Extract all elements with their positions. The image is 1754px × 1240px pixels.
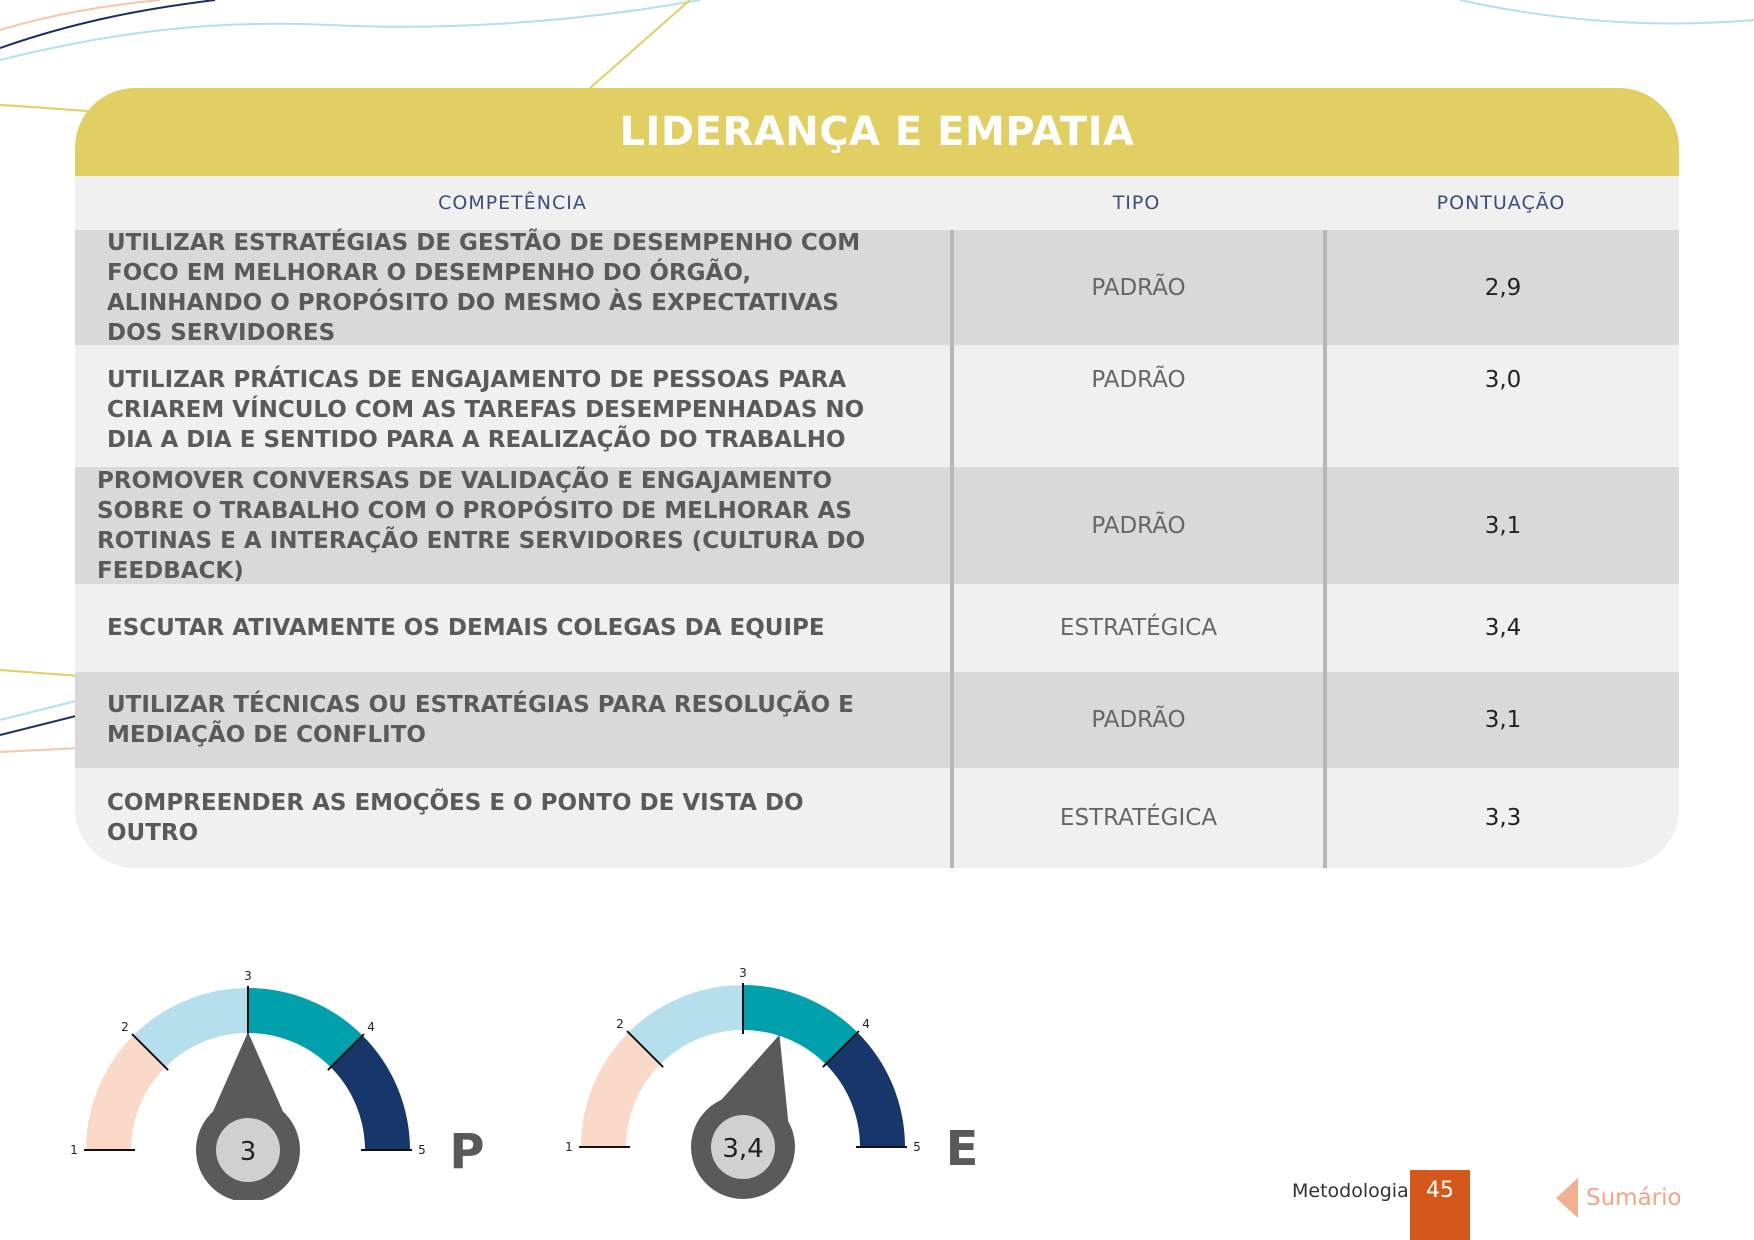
gauge-tick-label: 1: [70, 1143, 78, 1157]
gauge-tick-label: 2: [616, 1017, 624, 1031]
table-row: UTILIZAR PRÁTICAS DE ENGAJAMENTO DE PESS…: [75, 345, 1679, 467]
table-row: PROMOVER CONVERSAS DE VALIDAÇÃO E ENGAJA…: [75, 467, 1679, 584]
pontuacao-cell: 3,1: [1323, 467, 1679, 584]
competency-table-card: LIDERANÇA E EMPATIA COMPETÊNCIA TIPO PON…: [75, 88, 1679, 868]
header-pontuacao: PONTUAÇÃO: [1436, 192, 1566, 214]
gauge-tick-label: 5: [418, 1143, 426, 1157]
gauge-value-disc: [711, 1115, 775, 1179]
sumario-label: Sumário: [1586, 1185, 1682, 1211]
gauge-tick-label: 2: [121, 1020, 129, 1034]
gauge-tick: [822, 1030, 860, 1068]
tipo-cell: PADRÃO: [950, 467, 1323, 584]
competencia-cell: UTILIZAR ESTRATÉGIAS DE GESTÃO DE DESEMP…: [107, 229, 861, 346]
table-row: UTILIZAR TÉCNICAS OU ESTRATÉGIAS PARA RE…: [75, 672, 1679, 768]
competencia-cell: UTILIZAR PRÁTICAS DE ENGAJAMENTO DE PESS…: [107, 367, 865, 453]
gauge-tick-label: 5: [913, 1140, 921, 1154]
competencia-cell: ESCUTAR ATIVAMENTE OS DEMAIS COLEGAS DA …: [107, 615, 825, 641]
tipo-cell: PADRÃO: [950, 230, 1323, 345]
footer-section: Metodologia: [1292, 1180, 1409, 1202]
gauge-tick-label: 3: [244, 969, 252, 983]
gauge-segment: [628, 985, 743, 1065]
gauge-segment: [330, 1035, 410, 1150]
sumario-link[interactable]: Sumário: [1556, 1178, 1682, 1218]
table-row: UTILIZAR ESTRATÉGIAS DE GESTÃO DE DESEMP…: [75, 229, 1679, 346]
table-header-row: COMPETÊNCIA TIPO PONTUAÇÃO: [75, 176, 1679, 230]
competencia-cell: PROMOVER CONVERSAS DE VALIDAÇÃO E ENGAJA…: [97, 467, 866, 584]
table-title: LIDERANÇA E EMPATIA: [75, 88, 1679, 176]
gauge-type-letter: P: [449, 1124, 484, 1180]
gauge-segment: [248, 988, 363, 1068]
gauge-tick-label: 1: [565, 1140, 573, 1154]
table-row: ESCUTAR ATIVAMENTE OS DEMAIS COLEGAS DA …: [75, 584, 1679, 672]
gauge-tick-label: 4: [367, 1020, 375, 1034]
gauge-value: 3: [240, 1137, 257, 1167]
pontuacao-cell: 3,0: [1323, 345, 1679, 467]
gauge-charts: 1 2 3 4 5 3 P 1 2 3 4 5 3,4 E: [70, 966, 979, 1200]
gauge-segment: [743, 985, 858, 1065]
tipo-cell: ESTRATÉGICA: [950, 584, 1323, 672]
gauge-value-disc: [216, 1118, 280, 1182]
pontuacao-cell: 3,4: [1323, 584, 1679, 672]
table-row: COMPREENDER AS EMOÇÕES E O PONTO DE VIST…: [75, 768, 1679, 868]
pontuacao-cell: 3,3: [1323, 768, 1679, 868]
competencia-cell: UTILIZAR TÉCNICAS OU ESTRATÉGIAS PARA RE…: [107, 692, 854, 748]
tipo-cell: PADRÃO: [950, 672, 1323, 768]
tipo-cell: PADRÃO: [950, 345, 1323, 467]
decorative-side-lines: [0, 669, 80, 753]
gauge-value: 3,4: [722, 1134, 763, 1164]
competencia-cell: COMPREENDER AS EMOÇÕES E O PONTO DE VIST…: [107, 790, 804, 846]
gauge-segment: [86, 1035, 166, 1150]
tipo-cell: ESTRATÉGICA: [950, 768, 1323, 868]
gauge-tick-label: 4: [862, 1017, 870, 1031]
pontuacao-cell: 3,1: [1323, 672, 1679, 768]
back-arrow-icon: [1556, 1178, 1578, 1218]
pontuacao-cell: 2,9: [1323, 230, 1679, 345]
gauge-type-letter: E: [946, 1121, 979, 1177]
header-competencia: COMPETÊNCIA: [438, 192, 587, 214]
page-number: 45: [1410, 1170, 1470, 1240]
gauge-tick: [327, 1033, 365, 1071]
header-tipo: TIPO: [1112, 192, 1161, 214]
gauge-segment: [581, 1032, 661, 1147]
gauge-tick: [131, 1033, 169, 1071]
gauge-segment: [825, 1032, 905, 1147]
gauge-tick-label: 3: [739, 966, 747, 980]
gauge-tick: [626, 1030, 664, 1068]
gauge-segment: [133, 988, 248, 1068]
decorative-lines: [0, 0, 1754, 119]
